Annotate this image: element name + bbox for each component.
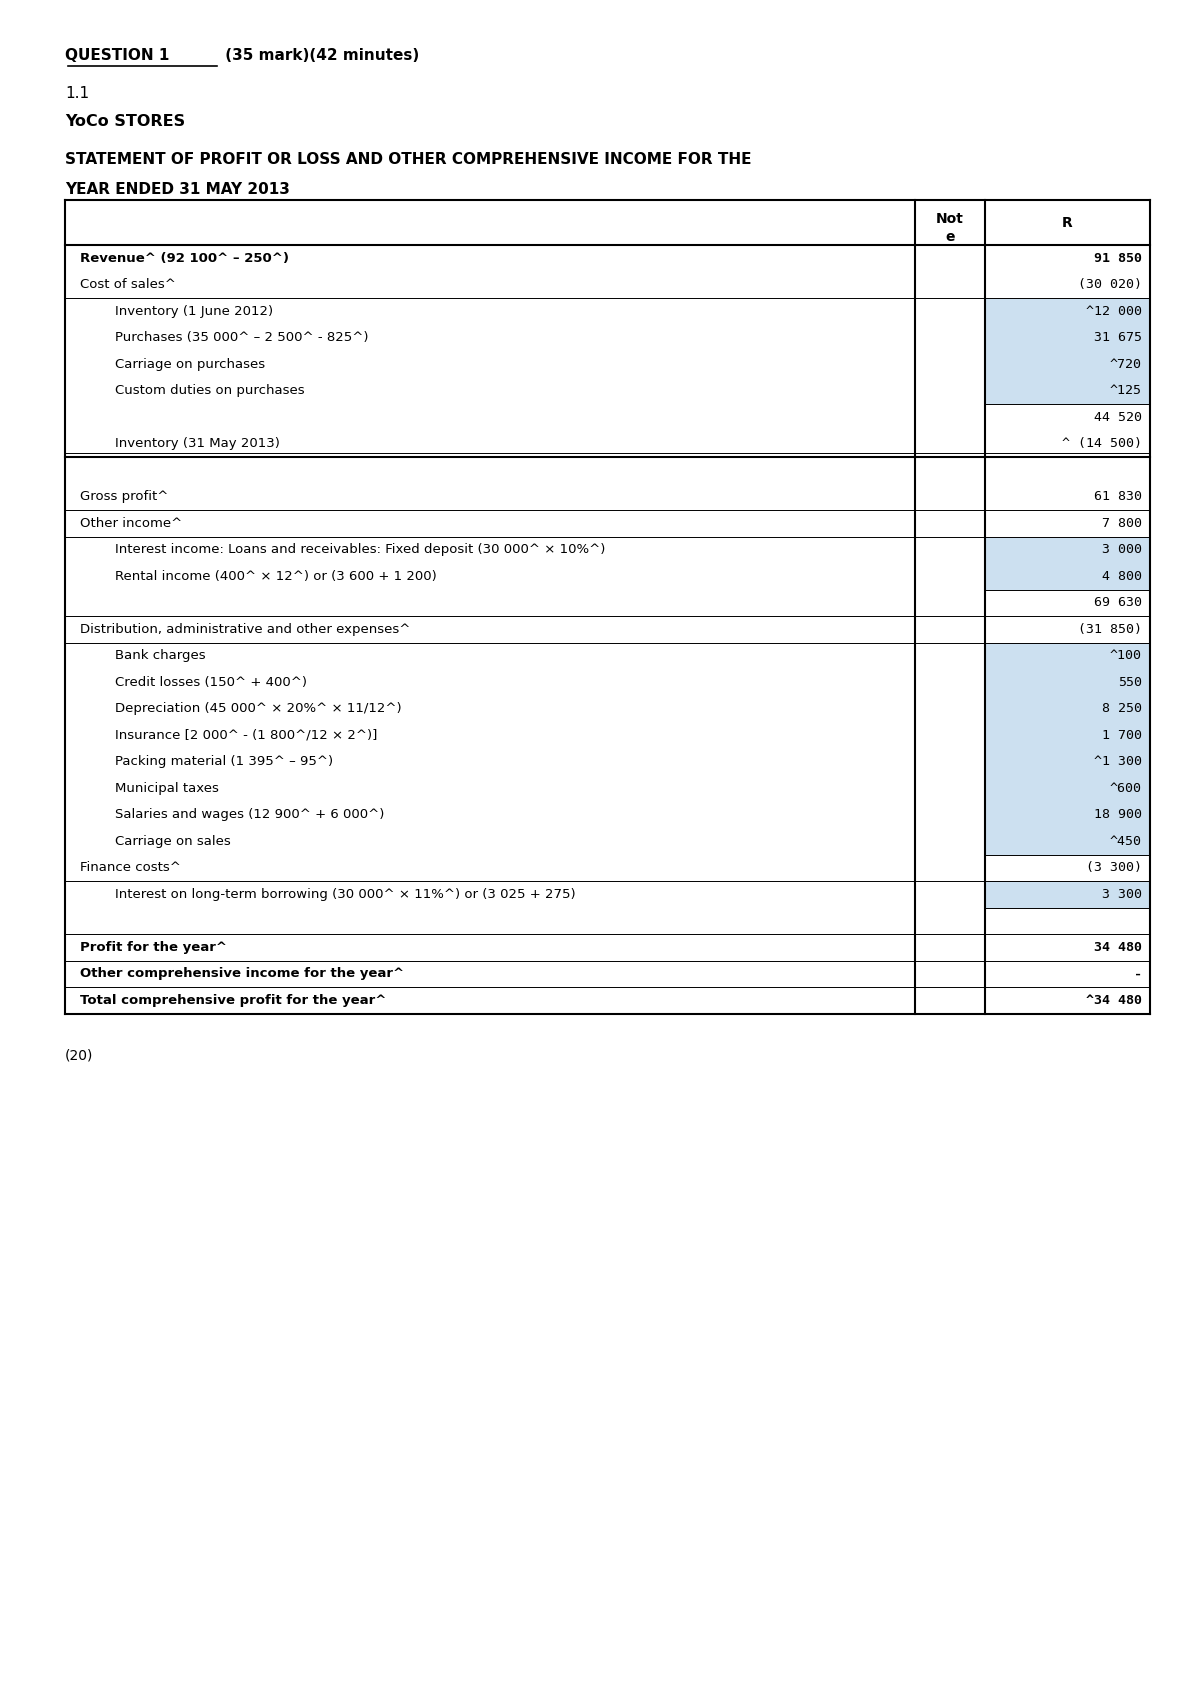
- Text: 4 800: 4 800: [1102, 571, 1142, 582]
- Text: 3 000: 3 000: [1102, 543, 1142, 557]
- Text: ^720: ^720: [1110, 358, 1142, 370]
- Text: 550: 550: [1118, 676, 1142, 689]
- Text: Interest on long-term borrowing (30 000^ × 11%^) or (3 025 + 275): Interest on long-term borrowing (30 000^…: [115, 888, 576, 900]
- Text: (31 850): (31 850): [1078, 623, 1142, 635]
- Text: Total comprehensive profit for the year^: Total comprehensive profit for the year^: [80, 993, 386, 1007]
- Text: (30 020): (30 020): [1078, 278, 1142, 292]
- Text: 1 700: 1 700: [1102, 728, 1142, 742]
- Text: Inventory (1 June 2012): Inventory (1 June 2012): [115, 304, 274, 318]
- Bar: [985, 696, 1150, 722]
- Bar: [985, 324, 1150, 351]
- Bar: [985, 881, 1150, 907]
- Bar: [985, 351, 1150, 377]
- Text: QUESTION 1: QUESTION 1: [65, 48, 169, 63]
- Text: Depreciation (45 000^ × 20%^ × 11/12^): Depreciation (45 000^ × 20%^ × 11/12^): [115, 703, 402, 715]
- Text: Other comprehensive income for the year^: Other comprehensive income for the year^: [80, 968, 404, 980]
- Text: ^100: ^100: [1110, 649, 1142, 662]
- Text: Interest income: Loans and receivables: Fixed deposit (30 000^ × 10%^): Interest income: Loans and receivables: …: [115, 543, 605, 557]
- Text: 69 630: 69 630: [1094, 596, 1142, 610]
- Text: Profit for the year^: Profit for the year^: [80, 941, 227, 954]
- Bar: [985, 774, 1150, 801]
- Text: Insurance [2 000^ - (1 800^/12 × 2^)]: Insurance [2 000^ - (1 800^/12 × 2^)]: [115, 728, 377, 742]
- Text: Distribution, administrative and other expenses^: Distribution, administrative and other e…: [80, 623, 410, 635]
- Bar: [985, 642, 1150, 669]
- Text: Gross profit^: Gross profit^: [80, 491, 168, 503]
- Text: 44 520: 44 520: [1094, 411, 1142, 424]
- Text: (20): (20): [65, 1048, 94, 1063]
- Text: Revenue^ (92 100^ – 250^): Revenue^ (92 100^ – 250^): [80, 251, 289, 265]
- Text: 1.1: 1.1: [65, 87, 89, 100]
- Text: 91 850: 91 850: [1094, 251, 1142, 265]
- Bar: [985, 564, 1150, 589]
- Bar: [985, 722, 1150, 749]
- Text: ^125: ^125: [1110, 384, 1142, 397]
- Text: Carriage on sales: Carriage on sales: [115, 835, 230, 847]
- Text: 34 480: 34 480: [1094, 941, 1142, 954]
- Text: YEAR ENDED 31 MAY 2013: YEAR ENDED 31 MAY 2013: [65, 182, 290, 197]
- Text: (3 300): (3 300): [1086, 861, 1142, 874]
- Text: Custom duties on purchases: Custom duties on purchases: [115, 384, 305, 397]
- Text: 3 300: 3 300: [1102, 888, 1142, 900]
- Text: -: -: [1134, 968, 1142, 980]
- Text: Packing material (1 395^ – 95^): Packing material (1 395^ – 95^): [115, 756, 334, 767]
- Text: ^12 000: ^12 000: [1086, 304, 1142, 318]
- Text: Credit losses (150^ + 400^): Credit losses (150^ + 400^): [115, 676, 307, 689]
- Text: Cost of sales^: Cost of sales^: [80, 278, 176, 292]
- Text: ^450: ^450: [1110, 835, 1142, 847]
- Text: Municipal taxes: Municipal taxes: [115, 781, 218, 795]
- Text: Carriage on purchases: Carriage on purchases: [115, 358, 265, 370]
- Text: e: e: [946, 229, 955, 245]
- Bar: [985, 749, 1150, 774]
- Bar: [985, 299, 1150, 324]
- Bar: [985, 801, 1150, 829]
- Text: 31 675: 31 675: [1094, 331, 1142, 345]
- Bar: [65, 200, 1150, 245]
- Text: Other income^: Other income^: [80, 516, 182, 530]
- Text: Rental income (400^ × 12^) or (3 600 + 1 200): Rental income (400^ × 12^) or (3 600 + 1…: [115, 571, 437, 582]
- Text: 18 900: 18 900: [1094, 808, 1142, 822]
- Text: YoCo STORES: YoCo STORES: [65, 114, 185, 129]
- Text: Finance costs^: Finance costs^: [80, 861, 181, 874]
- Text: ^1 300: ^1 300: [1094, 756, 1142, 767]
- Text: 7 800: 7 800: [1102, 516, 1142, 530]
- Text: R: R: [1062, 216, 1073, 229]
- Bar: [985, 377, 1150, 404]
- Text: (35 mark)(42 minutes): (35 mark)(42 minutes): [220, 48, 419, 63]
- Bar: [985, 829, 1150, 854]
- Text: Salaries and wages (12 900^ + 6 000^): Salaries and wages (12 900^ + 6 000^): [115, 808, 384, 822]
- Text: 8 250: 8 250: [1102, 703, 1142, 715]
- Text: ^ (14 500): ^ (14 500): [1062, 438, 1142, 450]
- Text: Inventory (31 May 2013): Inventory (31 May 2013): [115, 438, 280, 450]
- Text: ^34 480: ^34 480: [1086, 993, 1142, 1007]
- Bar: [985, 537, 1150, 564]
- Bar: [985, 669, 1150, 696]
- Text: Purchases (35 000^ – 2 500^ - 825^): Purchases (35 000^ – 2 500^ - 825^): [115, 331, 368, 345]
- Text: 61 830: 61 830: [1094, 491, 1142, 503]
- Text: Not: Not: [936, 212, 964, 226]
- Text: STATEMENT OF PROFIT OR LOSS AND OTHER COMPREHENSIVE INCOME FOR THE: STATEMENT OF PROFIT OR LOSS AND OTHER CO…: [65, 153, 751, 166]
- Text: Bank charges: Bank charges: [115, 649, 205, 662]
- Text: ^600: ^600: [1110, 781, 1142, 795]
